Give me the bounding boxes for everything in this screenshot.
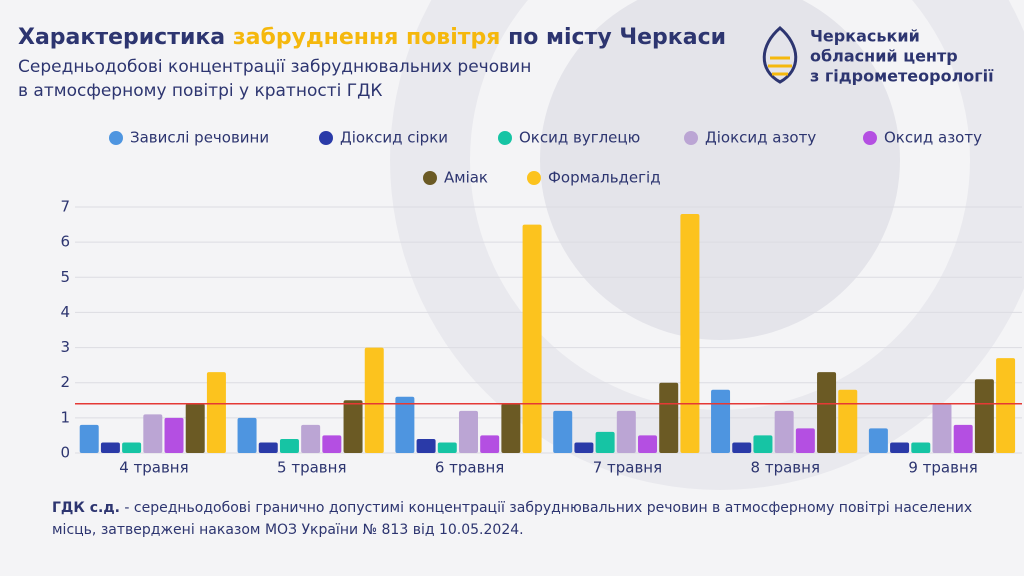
bar (890, 442, 910, 453)
bar (616, 410, 636, 453)
logo-text: обласний центр (810, 47, 958, 66)
bar (996, 358, 1016, 453)
bar (322, 435, 342, 453)
legend-marker (527, 171, 541, 185)
x-tick-label: 6 травня (435, 459, 504, 477)
title-part: Характеристика (18, 25, 225, 50)
legend-label: Завислі речовини (130, 129, 269, 147)
bar (480, 435, 500, 453)
bar (753, 435, 773, 453)
x-tick-label: 8 травня (751, 459, 820, 477)
x-tick-label: 5 травня (277, 459, 346, 477)
bar (817, 372, 837, 453)
bar (932, 403, 952, 453)
legend-marker (423, 171, 437, 185)
title: Характеристика забруднення повітря по мі… (18, 25, 726, 50)
legend-marker (684, 131, 698, 145)
bar (416, 438, 436, 453)
legend-label: Формальдегід (548, 169, 661, 187)
legend-label: Оксид вуглецю (519, 129, 640, 147)
decor (540, 0, 900, 340)
legend-marker (109, 131, 123, 145)
footnote-term: ГДК с.д. (52, 500, 120, 516)
legend-label: Діоксид сірки (340, 129, 448, 147)
y-tick-label: 1 (60, 408, 70, 426)
x-tick-label: 4 травня (119, 459, 188, 477)
subtitle: в атмосферному повітрі у кратності ГДК (18, 81, 382, 101)
bar (911, 442, 931, 453)
legend-label: Оксид азоту (884, 129, 982, 147)
bar (301, 424, 321, 453)
bar (437, 442, 457, 453)
bar (595, 431, 615, 453)
x-tick-label: 9 травня (908, 459, 977, 477)
logo-icon (762, 26, 798, 84)
bar (732, 442, 752, 453)
bar (501, 403, 521, 453)
bar (838, 389, 858, 453)
bar (237, 417, 257, 453)
x-tick-label: 7 травня (593, 459, 662, 477)
bar (279, 438, 299, 453)
logo-text: Черкаський (810, 27, 920, 46)
bar (395, 396, 415, 453)
y-tick-label: 6 (60, 233, 70, 251)
logo-text: з гідрометеорології (810, 67, 994, 86)
bar (143, 414, 163, 453)
legend-label: Аміак (444, 169, 488, 187)
bar (638, 435, 658, 453)
title-part: по місту Черкаси (508, 25, 726, 50)
bar (974, 379, 994, 453)
y-tick-label: 7 (60, 198, 70, 216)
y-tick-label: 5 (60, 268, 70, 286)
bar (458, 410, 478, 453)
bar (868, 428, 888, 453)
legend-marker (319, 131, 333, 145)
y-tick-label: 4 (60, 303, 70, 321)
bar (164, 417, 184, 453)
bar (711, 389, 731, 453)
title-highlight: забруднення повітря (233, 25, 501, 50)
bar (795, 428, 815, 453)
legend-label: Діоксид азоту (705, 129, 816, 147)
y-tick-label: 3 (60, 338, 70, 356)
legend-marker (863, 131, 877, 145)
bar (364, 347, 384, 453)
bar (553, 410, 573, 453)
bar (522, 224, 542, 453)
bar (79, 424, 99, 453)
bar (574, 442, 594, 453)
bar (774, 410, 794, 453)
bar (953, 424, 973, 453)
bar (343, 400, 363, 453)
bar (680, 214, 700, 453)
bar (258, 442, 278, 453)
bar (122, 442, 142, 453)
bar (100, 442, 120, 453)
footnote: ГДК с.д. - середньодобові гранично допус… (52, 497, 1002, 541)
footnote-text: - середньодобові гранично допустимі конц… (52, 500, 973, 538)
bar (659, 382, 679, 453)
bar (185, 403, 205, 453)
y-tick-label: 2 (60, 373, 70, 391)
legend-marker (498, 131, 512, 145)
subtitle: Середньодобові концентрації забруднюваль… (18, 57, 531, 77)
y-tick-label: 0 (60, 444, 70, 462)
bar (206, 372, 226, 453)
